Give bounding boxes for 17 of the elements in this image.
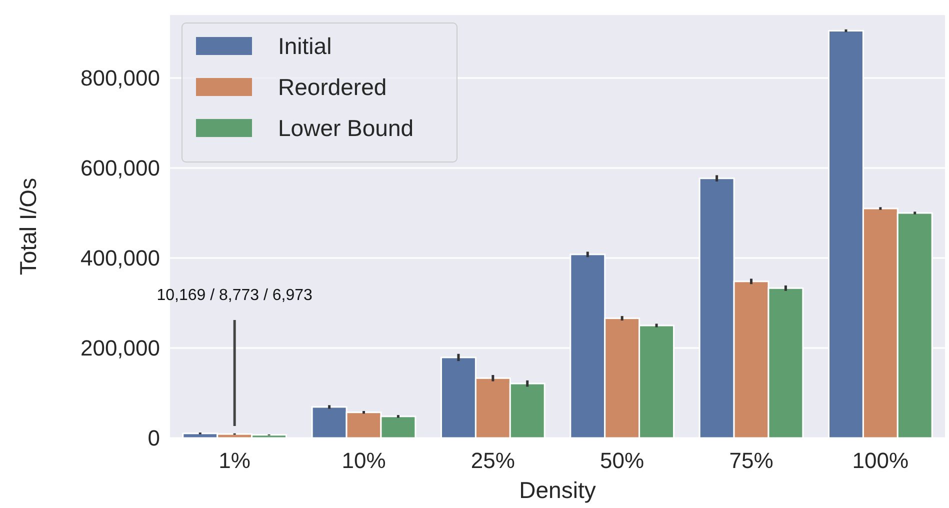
x-tick-label: 10% [342, 448, 386, 473]
y-tick-label: 600,000 [80, 156, 160, 181]
x-tick-label: 50% [600, 448, 644, 473]
y-tick-label: 200,000 [80, 336, 160, 361]
legend-label: Reordered [278, 74, 387, 100]
x-axis-title: Density [519, 477, 596, 503]
x-tick-label: 1% [218, 448, 250, 473]
y-tick-label: 800,000 [80, 66, 160, 91]
annotation: 10,169 / 8,773 / 6,973 [156, 287, 313, 304]
x-tick-label: 75% [729, 448, 774, 473]
y-tick-label: 0 [148, 426, 160, 451]
legend-label: Lower Bound [278, 115, 414, 142]
y-axis-title: Total I/Os [15, 178, 41, 276]
y-tick-label: 400,000 [80, 246, 160, 271]
x-tick-label: 25% [470, 448, 515, 473]
x-tick-label: 100% [852, 448, 909, 473]
legend-label: Initial [278, 33, 332, 60]
